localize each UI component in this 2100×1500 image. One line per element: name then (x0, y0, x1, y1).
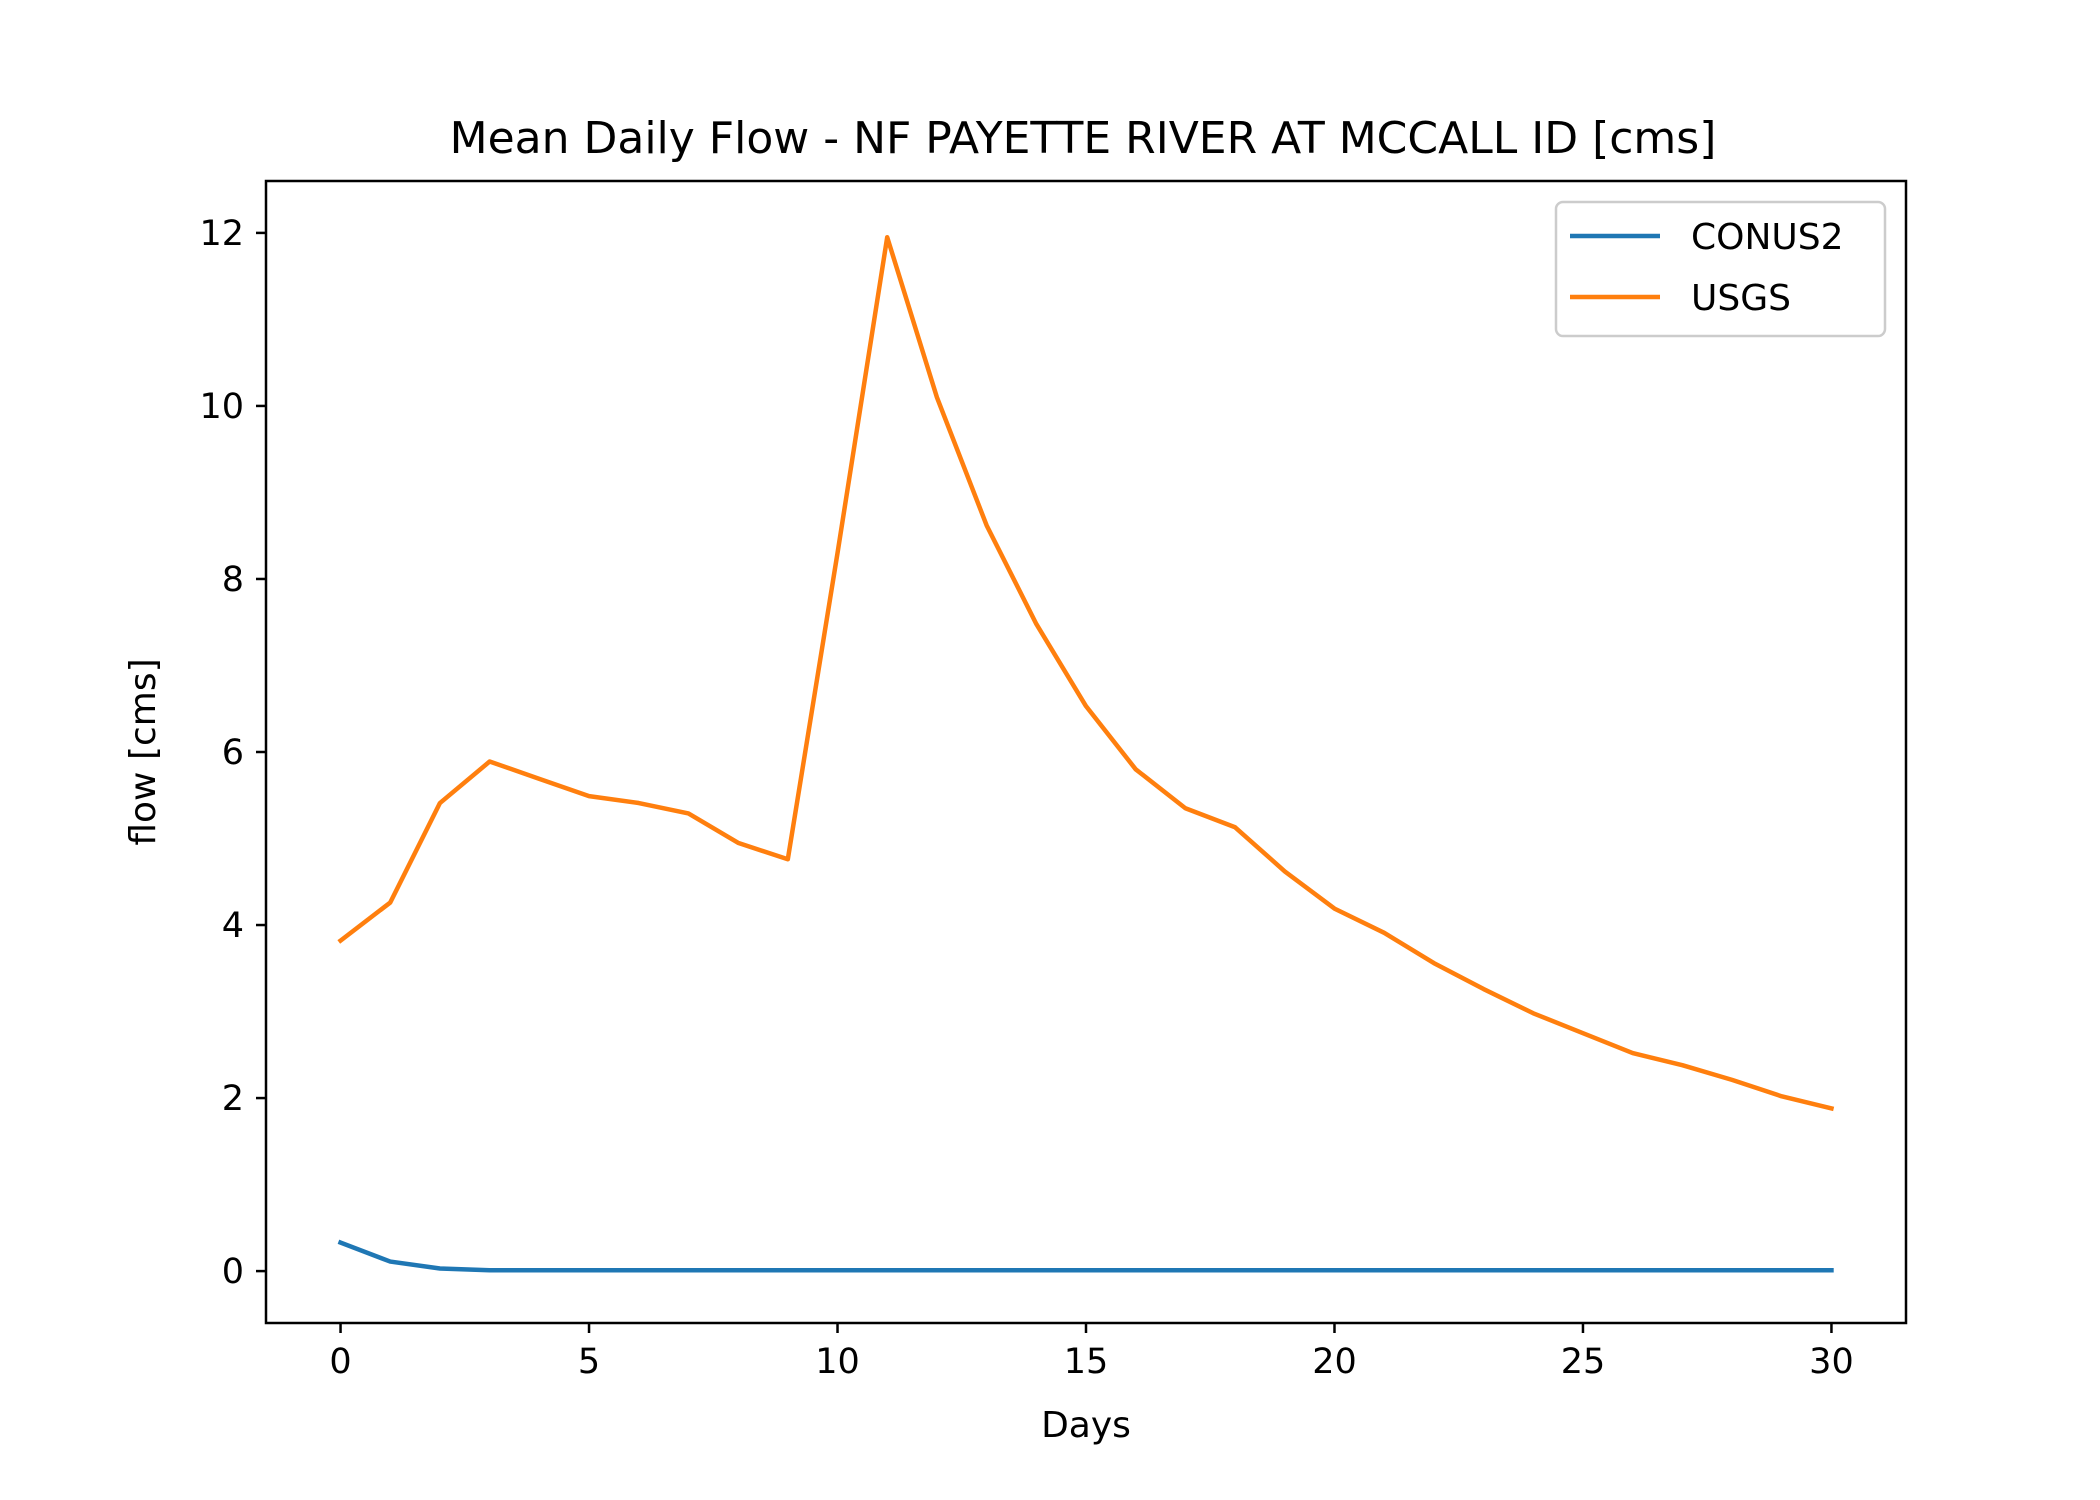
y-tick-label: 8 (222, 560, 244, 600)
y-tick-label: 0 (222, 1252, 244, 1292)
y-tick-label: 6 (222, 733, 244, 773)
y-tick-label: 12 (199, 214, 244, 254)
x-tick-label: 20 (1312, 1342, 1357, 1382)
x-tick-label: 0 (329, 1342, 351, 1382)
chart-title: Mean Daily Flow - NF PAYETTE RIVER AT MC… (450, 113, 1717, 164)
series-line-usgs (337, 234, 1835, 1112)
legend-label-conus2: CONUS2 (1691, 217, 1844, 258)
x-tick-label: 10 (815, 1342, 860, 1382)
x-tick-label: 30 (1809, 1342, 1854, 1382)
y-tick-label: 10 (199, 387, 244, 427)
plot-frame (264, 179, 1908, 1325)
y-tick-label: 2 (222, 1079, 244, 1119)
x-tick-label: 5 (578, 1342, 600, 1382)
x-axis-label: Days (1041, 1405, 1131, 1446)
x-tick-label: 15 (1064, 1342, 1109, 1382)
x-tick-label: 25 (1561, 1342, 1606, 1382)
series-layer (337, 234, 1835, 1273)
y-tick-label: 4 (222, 906, 244, 946)
series-line-conus2 (337, 1239, 1834, 1273)
axes-layer: 0 5 10 15 20 25 30 0 2 4 6 8 10 12 (199, 214, 1853, 1382)
legend: CONUS2 USGS (1554, 200, 1887, 338)
y-axis-label: flow [cms] (123, 658, 164, 845)
legend-label-usgs: USGS (1691, 278, 1791, 319)
